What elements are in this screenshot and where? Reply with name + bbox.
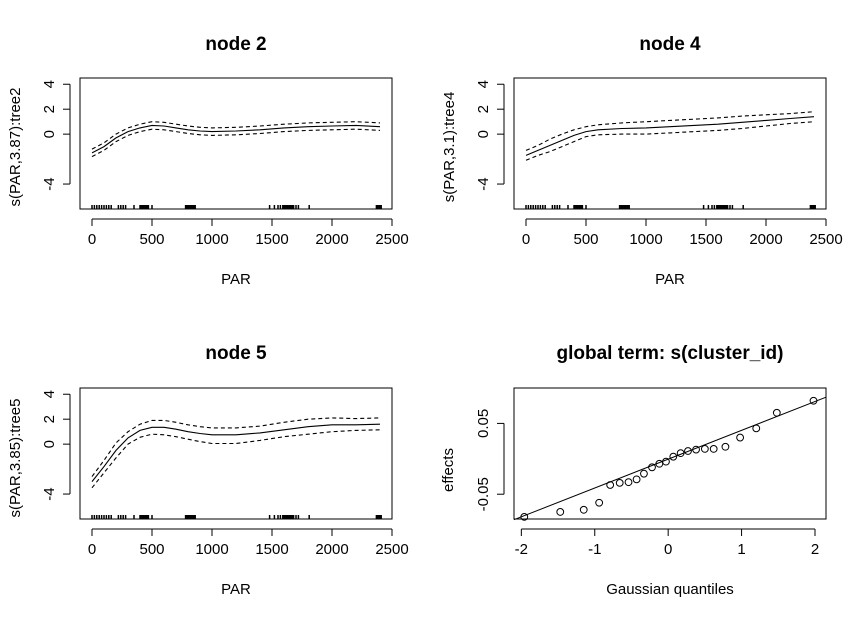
- x-tick-label: 0: [88, 231, 96, 248]
- data-point: [556, 508, 565, 516]
- plot-frame: [513, 387, 827, 520]
- x-tick-label: 2: [811, 541, 819, 558]
- panel-node-5: node 5 PAR s(PAR,3.85):tree5 0 500 1000 150…: [7, 343, 409, 598]
- data-point: [520, 512, 529, 521]
- data-point: [640, 469, 648, 478]
- smooth-estimate-line: [91, 124, 381, 154]
- confidence-band-line: [91, 417, 381, 477]
- y-tick-label: 4: [41, 390, 58, 398]
- y-tick-label: -4: [475, 177, 492, 190]
- y-axis-label: effects: [440, 448, 457, 492]
- panel-global-term: global term: s(cluster_id) Gaussian quan…: [440, 343, 827, 598]
- data-point: [736, 433, 745, 442]
- data-point: [709, 444, 718, 453]
- data-point: [606, 481, 615, 489]
- panel-node-2: node 2 PAR s(PAR,3.87):tree2 0 500 1000 150…: [7, 34, 409, 288]
- data-point: [579, 505, 588, 514]
- y-tick-label: 2: [41, 415, 58, 423]
- plot-frame: [513, 77, 827, 210]
- x-tick-label: 1500: [255, 541, 288, 558]
- x-tick-label: 500: [573, 231, 598, 248]
- data-point: [684, 447, 692, 455]
- panel-node-4: node 4 PAR s(PAR,3.1):tree4 0 500 1000 1500…: [441, 34, 843, 288]
- x-tick-label: 500: [139, 541, 164, 558]
- data-point: [676, 449, 685, 458]
- x-tick-label: 0: [664, 541, 672, 558]
- x-tick-label: 1500: [689, 231, 722, 248]
- x-axis-label: Gaussian quantiles: [606, 581, 734, 598]
- data-point: [752, 424, 761, 433]
- y-tick-label: 0: [41, 440, 58, 448]
- x-tick-label: 1: [737, 541, 745, 558]
- panel-title: node 4: [639, 34, 701, 55]
- x-tick-label: 2500: [375, 541, 408, 558]
- data-point: [624, 478, 633, 487]
- y-tick-label: -4: [41, 177, 58, 190]
- y-tick-label: -4: [41, 487, 58, 500]
- y-axis-label: s(PAR,3.85):tree5: [7, 399, 24, 518]
- panel-title: node 2: [205, 34, 266, 55]
- data-point: [615, 478, 624, 487]
- data-point: [692, 445, 700, 454]
- y-tick-label: 0: [475, 130, 492, 138]
- panel-title: global term: s(cluster_id): [557, 343, 784, 364]
- y-axis-label: s(PAR,3.1):tree4: [441, 92, 458, 203]
- data-point: [669, 452, 678, 461]
- y-tick-label: 2: [41, 105, 58, 113]
- x-tick-label: -2: [515, 541, 528, 558]
- data-point: [772, 408, 781, 417]
- x-tick-label: -1: [588, 541, 601, 558]
- data-point: [721, 442, 730, 451]
- confidence-band-line: [525, 111, 815, 151]
- y-tick-label: 4: [41, 80, 58, 88]
- y-axis-label: s(PAR,3.87):tree2: [7, 88, 24, 207]
- x-tick-label: 2000: [315, 231, 348, 248]
- y-tick-label: 0: [41, 130, 58, 138]
- x-tick-label: 2500: [375, 231, 408, 248]
- x-tick-label: 2500: [809, 231, 842, 248]
- x-axis-label: PAR: [221, 581, 251, 598]
- x-tick-label: 1000: [629, 231, 662, 248]
- x-tick-label: 0: [88, 541, 96, 558]
- x-tick-label: 2000: [749, 231, 782, 248]
- y-tick-label: 0.05: [475, 409, 492, 438]
- plot-frame: [79, 77, 393, 210]
- y-tick-label: 2: [475, 105, 492, 113]
- data-point: [700, 444, 709, 453]
- x-tick-label: 1000: [195, 231, 228, 248]
- data-point: [595, 498, 604, 507]
- confidence-band-line: [91, 429, 381, 489]
- confidence-band-line: [525, 121, 815, 161]
- x-axis-label: PAR: [221, 271, 251, 288]
- x-tick-label: 1000: [195, 541, 228, 558]
- x-tick-label: 1500: [255, 231, 288, 248]
- panel-title: node 5: [205, 343, 267, 364]
- x-tick-label: 0: [522, 231, 530, 248]
- data-point: [632, 475, 641, 484]
- x-tick-label: 2000: [315, 541, 348, 558]
- confidence-band-line: [91, 128, 381, 158]
- smooth-estimate-line: [91, 423, 381, 482]
- y-tick-label: 4: [475, 80, 492, 88]
- confidence-band-line: [91, 121, 381, 150]
- data-point: [809, 396, 818, 405]
- smooth-estimate-line: [525, 116, 815, 156]
- y-tick-label: -0.05: [475, 477, 492, 511]
- plot-frame: [79, 387, 393, 520]
- data-point: [662, 457, 670, 466]
- x-tick-label: 500: [139, 231, 164, 248]
- data-point: [648, 463, 656, 472]
- x-axis-label: PAR: [655, 271, 685, 288]
